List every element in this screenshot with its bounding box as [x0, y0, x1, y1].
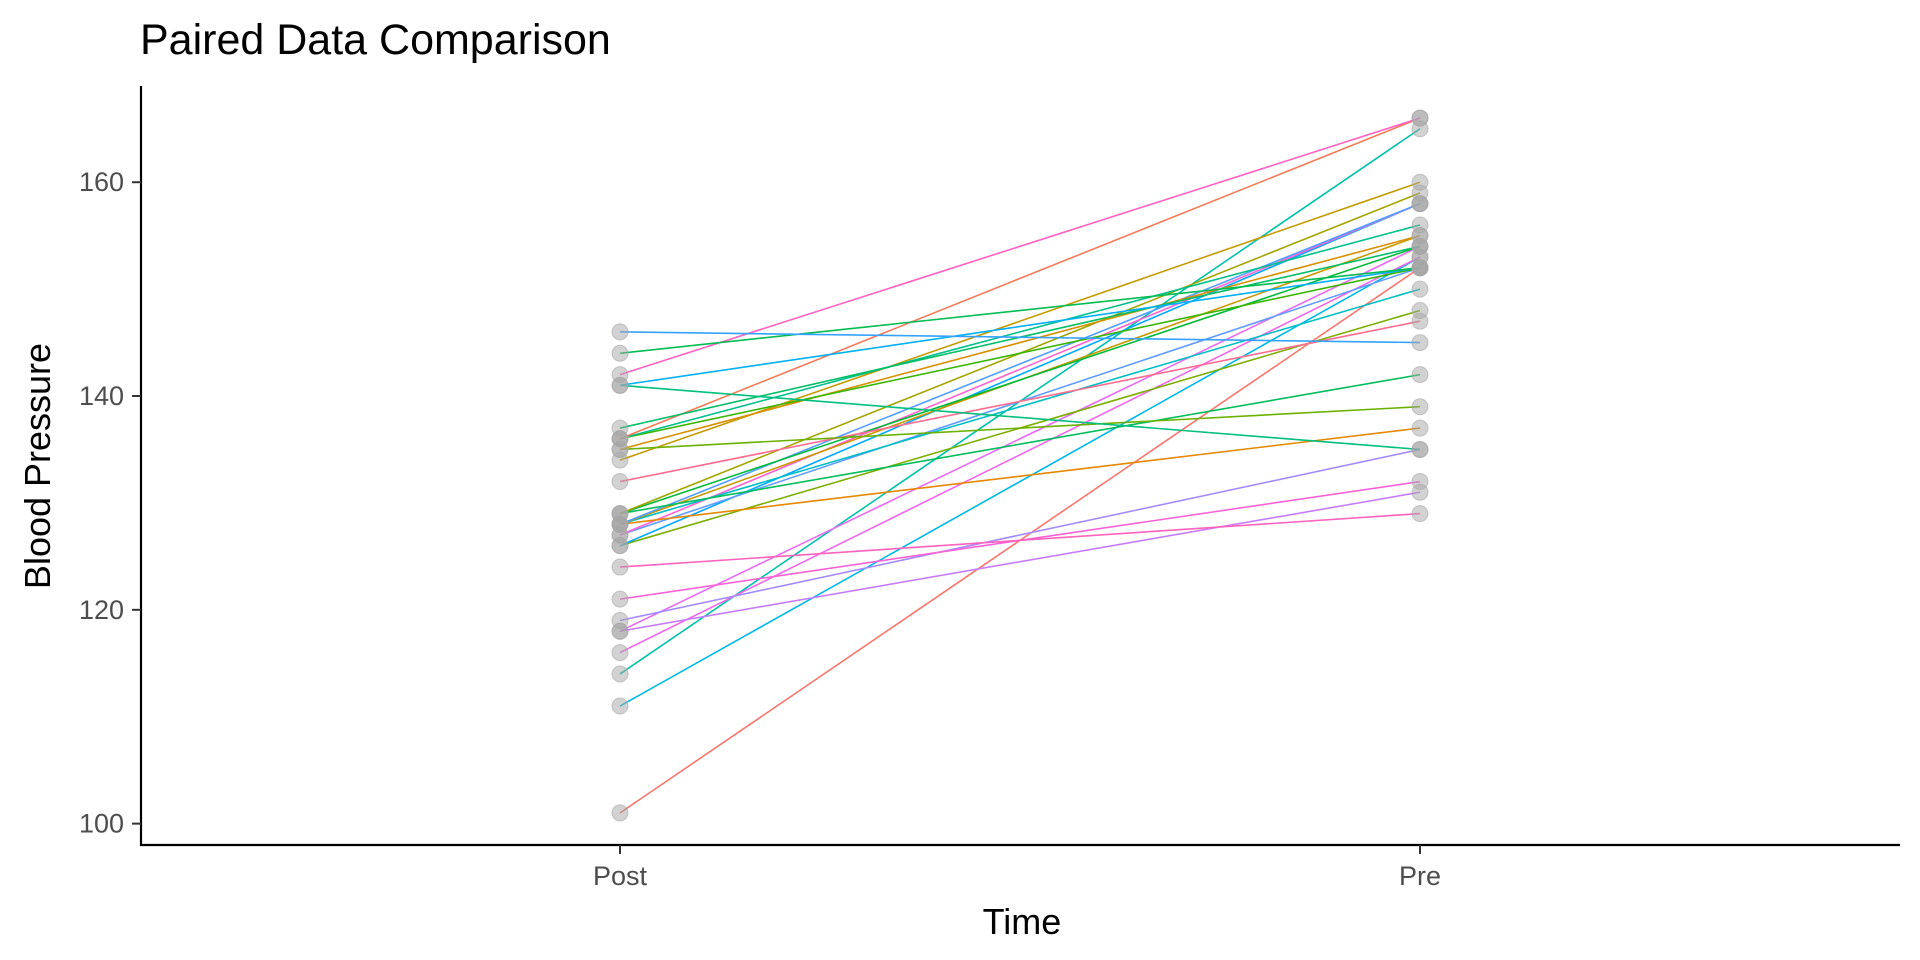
data-point-post-28 [611, 419, 629, 437]
data-point-pre-15 [1411, 280, 1429, 298]
data-point-pre-18 [1411, 366, 1429, 384]
pair-line-31 [619, 117, 1421, 376]
pair-line-22 [619, 181, 1421, 461]
pair-line-27 [619, 117, 1421, 440]
pair-line-5 [619, 491, 1421, 632]
pair-line-24 [619, 234, 1421, 451]
pair-line-7 [619, 448, 1421, 622]
y-axis-ticks: 100 120 140 160 [79, 167, 141, 839]
chart-title: Paired Data Comparison [140, 16, 611, 64]
pair-line-19 [619, 245, 1421, 515]
pair-line-23 [619, 405, 1421, 451]
data-point-post-21 [611, 473, 629, 491]
pair-lines-layer [619, 117, 1421, 814]
y-tick-label-100: 100 [79, 809, 124, 839]
data-point-post-7 [611, 612, 629, 630]
x-tick-label-post: Post [593, 861, 648, 891]
data-point-post-9 [611, 558, 629, 576]
pair-line-6 [619, 245, 1421, 632]
pair-line-14 [619, 427, 1421, 526]
data-point-pre-29 [1411, 440, 1429, 458]
pair-line-29 [619, 384, 1421, 451]
pair-line-32 [619, 266, 1421, 355]
data-point-pre-14 [1411, 419, 1429, 437]
pair-line-18 [619, 373, 1421, 515]
y-tick-label-120: 120 [79, 595, 124, 625]
data-point-post-4 [611, 644, 629, 662]
data-point-pre-26 [1411, 216, 1429, 234]
pair-line-26 [619, 224, 1421, 440]
data-point-pre-23 [1411, 398, 1429, 416]
data-point-pre-28 [1411, 237, 1429, 255]
y-tick-label-160: 160 [79, 167, 124, 197]
x-axis-title: Time [983, 901, 1062, 942]
data-point-pre-8 [1411, 473, 1429, 491]
data-point-pre-22 [1411, 173, 1429, 191]
pair-line-4 [619, 256, 1421, 654]
data-point-post-2 [611, 697, 629, 715]
pair-line-21 [619, 320, 1421, 483]
pair-line-2 [619, 256, 1421, 707]
data-point-post-3 [611, 665, 629, 683]
pair-line-17 [619, 202, 1421, 526]
y-tick-label-140: 140 [79, 381, 124, 411]
y-axis-title: Blood Pressure [17, 343, 58, 589]
pair-line-25 [619, 266, 1421, 440]
pair-line-13 [619, 202, 1421, 536]
x-axis-ticks: Post Pre [593, 845, 1441, 891]
pair-line-30 [619, 266, 1421, 387]
pair-line-9 [619, 512, 1421, 568]
data-point-post-8 [611, 590, 629, 608]
data-point-pre-32 [1411, 259, 1429, 277]
data-point-pre-31 [1411, 109, 1429, 127]
data-point-post-1 [611, 804, 629, 822]
x-tick-label-pre: Pre [1399, 861, 1441, 891]
data-point-pre-33 [1411, 334, 1429, 352]
pair-line-33 [619, 331, 1421, 344]
data-point-post-32 [611, 344, 629, 362]
data-point-pre-21 [1411, 312, 1429, 330]
pair-line-15 [619, 288, 1421, 526]
data-point-pre-9 [1411, 505, 1429, 523]
data-point-post-20 [611, 505, 629, 523]
data-point-post-33 [611, 323, 629, 341]
data-point-post-31 [611, 366, 629, 384]
data-points-layer [611, 109, 1429, 822]
